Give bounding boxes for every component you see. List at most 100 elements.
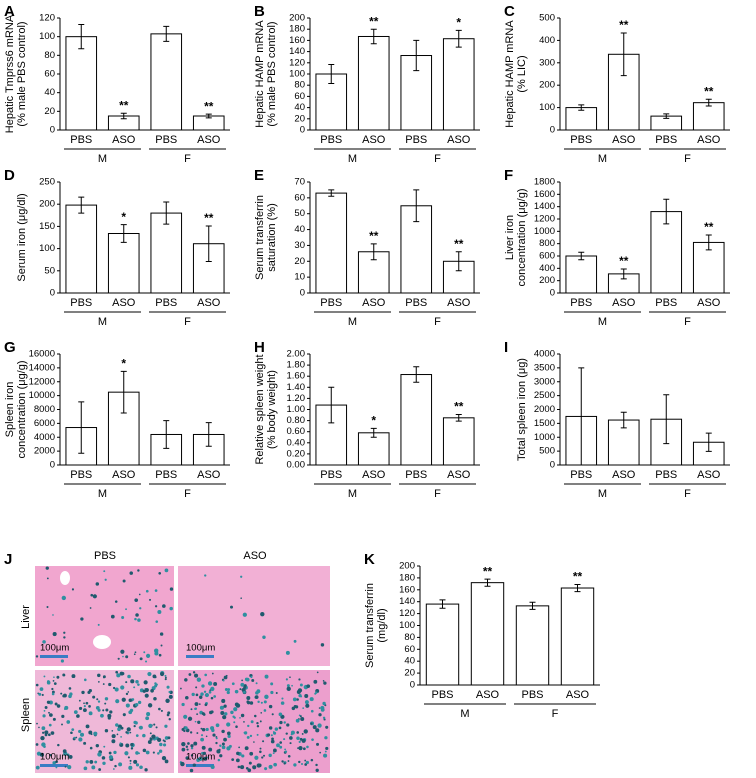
stain-dot <box>231 682 235 686</box>
error-bar <box>328 386 335 424</box>
stain-dot <box>223 704 227 708</box>
stain-dot <box>291 706 296 711</box>
stain-dot <box>157 609 162 614</box>
stain-dot <box>232 715 235 718</box>
stain-dot <box>216 749 221 754</box>
stain-dot <box>42 731 45 734</box>
stain-dot <box>145 716 150 721</box>
stain-dot <box>60 692 63 695</box>
stain-dot <box>55 760 58 764</box>
stain-dot <box>145 660 148 663</box>
stain-dot <box>125 743 130 748</box>
stain-dot <box>279 741 283 744</box>
stain-dot <box>181 702 185 707</box>
stain-dot <box>46 700 51 704</box>
stain-dot <box>158 749 163 753</box>
stain-dot <box>279 745 283 749</box>
group-label: M <box>98 316 107 328</box>
error-bar <box>578 367 585 466</box>
stain-dot <box>287 760 290 762</box>
stain-dot <box>263 700 267 704</box>
stain-dot <box>137 569 140 572</box>
stain-dot <box>85 760 89 764</box>
panel-letter: E <box>254 167 264 184</box>
stain-dot <box>52 717 56 721</box>
y-tick-label: 0 <box>300 288 305 299</box>
stain-dot <box>271 713 274 716</box>
stain-dot <box>270 734 273 737</box>
stain-dot <box>60 659 64 663</box>
stain-dot <box>104 697 109 701</box>
stain-dot <box>206 756 209 759</box>
stain-dot <box>199 695 203 699</box>
stain-dot <box>125 655 129 659</box>
error-bar <box>663 198 670 225</box>
group-label: M <box>598 153 607 165</box>
stain-dot <box>134 651 137 654</box>
group-label: M <box>460 708 469 720</box>
y-axis-label: Spleen iron <box>4 382 16 438</box>
stain-dot <box>143 651 146 654</box>
stain-dot <box>298 746 303 751</box>
panel-letter: I <box>504 339 508 356</box>
y-tick-label: 14000 <box>29 362 55 373</box>
y-tick-label: 200 <box>539 275 555 286</box>
panel-letter: F <box>504 167 513 184</box>
stain-dot <box>293 763 297 767</box>
stain-dot <box>249 701 254 705</box>
stain-dot <box>42 640 46 644</box>
stain-dot <box>63 631 66 634</box>
y-tick-label: 100 <box>39 31 55 42</box>
y-tick-label: 0 <box>50 460 55 471</box>
stain-dot <box>164 724 168 728</box>
y-tick-label: 10000 <box>29 390 55 401</box>
stain-dot <box>135 734 139 737</box>
stain-dot <box>221 698 226 703</box>
stain-dot <box>137 683 140 686</box>
stain-dot <box>240 713 245 718</box>
y-axis-label: Hepatic Tmprss6 mRNA <box>4 14 16 133</box>
x-tick-label: ASO <box>447 469 471 481</box>
stain-dot <box>240 597 242 599</box>
stain-dot <box>70 731 73 735</box>
x-tick-label: PBS <box>405 297 427 309</box>
stain-dot <box>102 683 105 685</box>
x-tick-label: PBS <box>521 689 543 701</box>
stain-dot <box>46 680 50 683</box>
stain-dot <box>295 718 300 723</box>
stain-dot <box>196 732 199 735</box>
significance: * <box>371 414 376 428</box>
stain-dot <box>259 747 262 750</box>
stain-dot <box>260 611 265 617</box>
y-tick-label: 2500 <box>534 390 555 401</box>
stain-dot <box>215 723 220 728</box>
stain-dot <box>139 765 143 770</box>
x-tick-label: ASO <box>697 134 721 146</box>
bar <box>442 38 475 131</box>
stain-dot <box>285 678 288 681</box>
stain-dot <box>103 676 105 679</box>
group-label: F <box>552 708 559 720</box>
stain-dot <box>275 691 278 694</box>
stain-dot <box>292 697 297 702</box>
y-tick-label: 20 <box>44 106 55 117</box>
x-tick-label: ASO <box>362 134 386 146</box>
stain-dot <box>120 685 125 690</box>
y-tick-label: 80 <box>404 632 415 643</box>
stain-dot <box>208 747 213 752</box>
stain-dot <box>95 706 100 710</box>
error-bar <box>120 224 127 243</box>
x-tick-label: ASO <box>566 689 590 701</box>
y-tick-label: 1800 <box>534 177 555 188</box>
stain-dot <box>164 736 169 740</box>
stain-dot <box>305 760 310 765</box>
stain-dot <box>268 753 272 758</box>
stain-dot <box>221 729 225 734</box>
stain-dot <box>111 739 116 744</box>
y-tick-label: 400 <box>539 263 555 274</box>
x-tick-label: PBS <box>655 297 677 309</box>
y-tick-label: 100 <box>539 102 555 113</box>
stain-dot <box>134 598 139 602</box>
stain-dot <box>244 746 249 751</box>
bar <box>357 251 390 294</box>
